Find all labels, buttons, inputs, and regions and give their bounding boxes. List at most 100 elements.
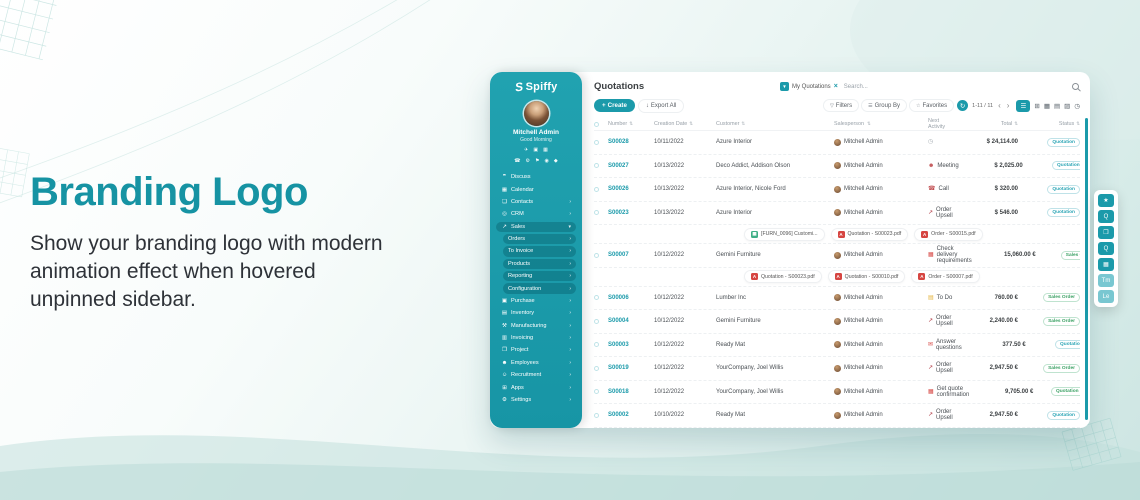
quick-icon[interactable]: ⚑	[535, 158, 540, 164]
quick-icon[interactable]: ◆	[553, 158, 558, 164]
row-checkbox[interactable]	[594, 342, 608, 348]
table-row[interactable]: S00004 10/12/2022 Gemini Furniture Mitch…	[594, 310, 1080, 334]
sort-icon[interactable]: ⇅	[866, 121, 871, 126]
sidebar-menu-item[interactable]: Products ›	[503, 258, 576, 269]
activity-icon[interactable]: ☻	[928, 162, 935, 169]
export-all-button[interactable]: ↓ Export All	[638, 99, 684, 112]
sidebar-menu-item[interactable]: ❐ Project ›	[496, 345, 576, 355]
column-header[interactable]: Total ⇅	[954, 121, 1018, 127]
toolbar-pill-button[interactable]: ☆ Favorites	[909, 100, 954, 111]
attachment-chip[interactable]: A Quotation - S00023.pdf	[830, 227, 909, 241]
table-row[interactable]: S00007 10/12/2022 Gemini Furniture Mitch…	[594, 244, 1080, 268]
activity-icon[interactable]: ✉	[928, 341, 934, 348]
activity-icon[interactable]: ☎	[928, 186, 936, 193]
sidebar-menu-item[interactable]: ▣ Purchase ›	[496, 296, 576, 306]
toolbar-pill-button[interactable]: ☰ Group By	[862, 100, 906, 111]
quick-icon[interactable]: ✈	[524, 147, 529, 153]
activity-icon[interactable]: ▤	[928, 294, 934, 301]
table-row[interactable]: S00023 10/13/2022 Azure Interior Mitchel…	[594, 202, 1080, 225]
sidebar-menu-item[interactable]: Orders ›	[503, 233, 576, 245]
sidebar-menu-item[interactable]: ⚙ Settings ›	[496, 395, 576, 405]
view-switch-button[interactable]: ◷	[1074, 102, 1080, 110]
sort-icon[interactable]: ⇅	[689, 121, 694, 126]
quick-icon[interactable]: ⚙	[525, 158, 530, 164]
table-row[interactable]: S00019 10/12/2022 YourCompany, Joel Will…	[594, 357, 1080, 381]
attachment-chip[interactable]: A Quotation - S00010.pdf	[827, 270, 906, 283]
sort-icon[interactable]: ⇅	[1076, 121, 1080, 126]
column-header[interactable]: Creation Date ⇅	[654, 121, 716, 127]
scrollbar[interactable]	[1085, 118, 1088, 420]
view-switch-button[interactable]: ▨	[1064, 102, 1071, 110]
next-page-button[interactable]: ›	[1006, 101, 1010, 110]
row-checkbox[interactable]	[594, 139, 608, 145]
sort-icon[interactable]: ⇅	[629, 121, 633, 126]
sidebar-menu-item[interactable]: ↗ Sales ▾	[496, 221, 576, 232]
order-number[interactable]: S00028	[608, 139, 629, 146]
row-checkbox[interactable]	[594, 389, 608, 395]
sidebar-menu-item[interactable]: ◎ CRM ›	[496, 209, 576, 219]
row-checkbox[interactable]	[594, 210, 608, 216]
sidebar-menu-item[interactable]: ❏ Contacts ›	[496, 197, 576, 207]
user-avatar[interactable]	[523, 101, 549, 126]
row-checkbox[interactable]	[594, 412, 608, 418]
row-checkbox[interactable]	[594, 186, 608, 192]
activity-icon[interactable]: ▦	[928, 252, 934, 259]
table-row[interactable]: S00026 10/13/2022 Azure Interior, Nicole…	[594, 178, 1080, 202]
order-number[interactable]: S00007	[608, 252, 629, 259]
sidebar-menu-item[interactable]: ⚒ Manufacturing ›	[496, 321, 576, 331]
sidebar-menu-item[interactable]: To Invoice ›	[503, 246, 576, 257]
side-tool-button[interactable]: ▦	[1098, 258, 1114, 271]
sidebar-menu-item[interactable]: Reporting ›	[503, 271, 576, 282]
order-number[interactable]: S00023	[608, 209, 629, 216]
column-header[interactable]: Status ⇅	[1018, 121, 1080, 127]
sort-icon[interactable]: ⇅	[1014, 121, 1018, 126]
attachment-chip[interactable]: A Quotation - S00023.pdf	[744, 270, 822, 283]
order-number[interactable]: S00004	[608, 318, 629, 325]
sidebar-menu-item[interactable]: ▦ Calendar	[496, 184, 576, 194]
prev-page-button[interactable]: ‹	[998, 101, 1001, 110]
quick-icon[interactable]: ▣	[533, 147, 539, 153]
select-all-checkbox[interactable]	[594, 121, 608, 127]
order-number[interactable]: S00019	[608, 365, 629, 372]
order-number[interactable]: S00027	[608, 162, 629, 169]
view-switch-button[interactable]: ⊞	[1034, 102, 1040, 110]
attachment-chip[interactable]: ▦ [FURN_0096] Customi...	[744, 227, 825, 241]
sidebar-menu-item[interactable]: ▥ Invoicing ›	[496, 333, 576, 343]
activity-icon[interactable]: ↗	[928, 412, 934, 419]
view-switch-button[interactable]: ☰	[1016, 99, 1031, 112]
search-input[interactable]: Search...	[843, 83, 868, 90]
table-row[interactable]: S00018 10/12/2022 YourCompany, Joel Will…	[594, 381, 1080, 404]
sidebar-menu-item[interactable]: ⊞ Apps ›	[496, 382, 576, 392]
table-row[interactable]: ▦ [FURN_0096] Customi... A Quotation - S…	[594, 225, 1080, 244]
sidebar-menu-item[interactable]: ▤ Inventory ›	[496, 308, 576, 318]
activity-icon[interactable]: ◷	[928, 139, 934, 146]
column-header[interactable]: Number ⇅	[608, 121, 654, 127]
sidebar-menu-item[interactable]: ☻ Employees ›	[496, 358, 576, 368]
table-row[interactable]: S00028 10/11/2022 Azure Interior Mitchel…	[594, 131, 1080, 155]
activity-icon[interactable]: ↗	[928, 209, 934, 216]
table-row[interactable]: S00003 10/12/2022 Ready Mat Mitchell Adm…	[594, 334, 1080, 357]
table-row[interactable]: S00006 10/12/2022 Lumber Inc Mitchell Ad…	[594, 287, 1080, 310]
side-tool-button[interactable]: Le	[1098, 290, 1114, 303]
activity-icon[interactable]: ↗	[928, 365, 934, 372]
column-header[interactable]: Customer ⇅	[716, 121, 834, 127]
column-header[interactable]: Salesperson ⇅	[834, 121, 928, 127]
view-switch-button[interactable]: ▤	[1054, 102, 1061, 110]
filter-chip[interactable]: ▼ My Quotations ×	[780, 82, 838, 91]
row-checkbox[interactable]	[594, 163, 608, 169]
search-icon[interactable]	[1072, 82, 1080, 91]
side-tool-button[interactable]: Q	[1098, 242, 1114, 255]
sidebar-menu-item[interactable]: Configuration ›	[503, 283, 576, 294]
side-tool-button[interactable]: ❒	[1098, 226, 1114, 239]
order-number[interactable]: S00026	[608, 186, 629, 193]
order-number[interactable]: S00002	[608, 412, 629, 419]
row-checkbox[interactable]	[594, 252, 608, 258]
activity-icon[interactable]: ▦	[928, 388, 934, 395]
order-number[interactable]: S00003	[608, 341, 629, 348]
view-switch-button[interactable]: ▦	[1043, 102, 1051, 110]
search-bar[interactable]: ▼ My Quotations × Search...	[780, 82, 1080, 91]
toolbar-pill-button[interactable]: ▽ Filters	[823, 100, 859, 111]
column-header[interactable]: Next Activity ⇅	[928, 118, 954, 130]
attachment-chip[interactable]: A Order - S00007.pdf	[911, 270, 980, 283]
activity-icon[interactable]: ↗	[928, 318, 934, 325]
